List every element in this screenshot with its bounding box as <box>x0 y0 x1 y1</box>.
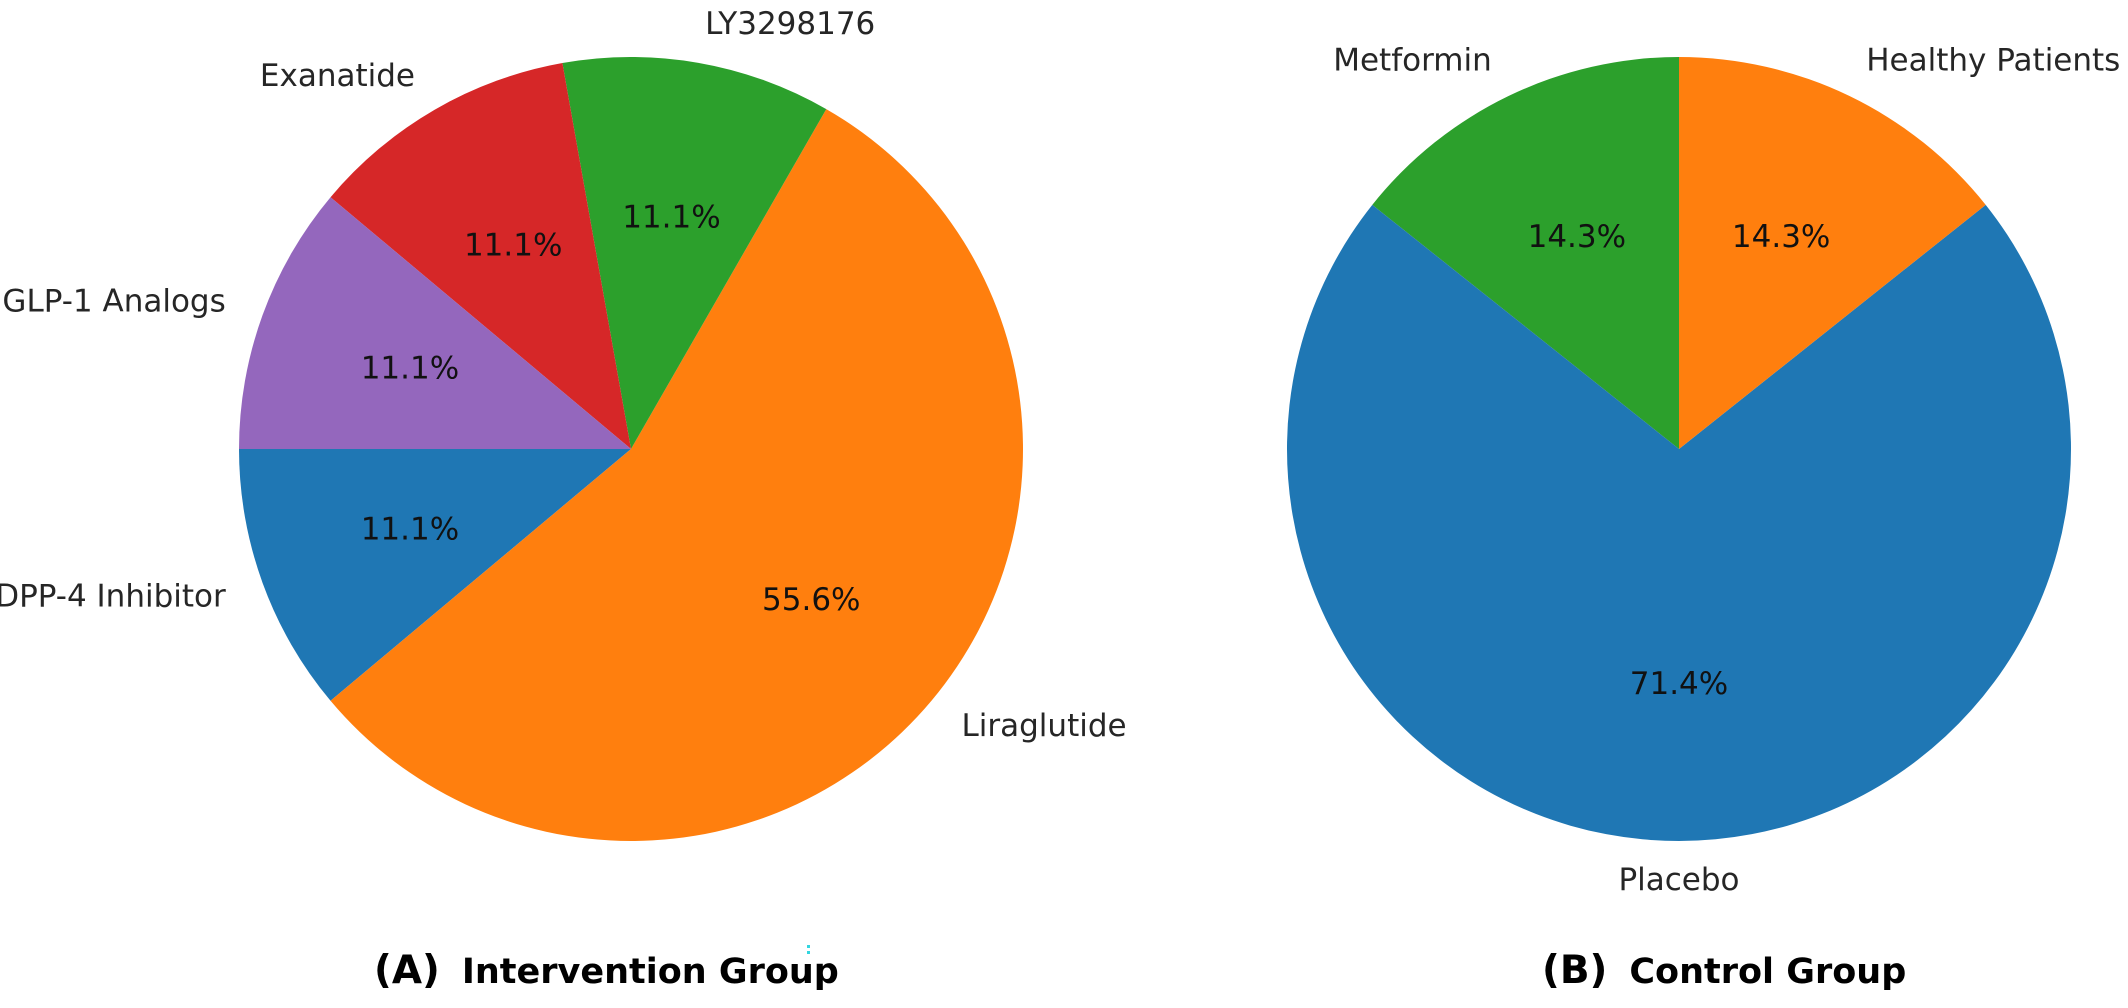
slice-label-liraglutide: Liraglutide <box>962 708 1127 744</box>
panel-letter-a: (A) <box>374 948 440 993</box>
slice-label-exanatide: Exanatide <box>260 58 415 94</box>
caption-intervention-group: (A) Intervention Group <box>374 948 839 993</box>
stray-mark <box>807 945 810 954</box>
pie-chart-control-group: 14.3% Metformin 71.4% Placebo 14.3% Healthy P… <box>1286 43 2120 898</box>
slice-label-dpp-4-inhibitor: DPP-4 Inhibitor <box>0 578 226 614</box>
slice-label-placebo: Placebo <box>1618 862 1739 898</box>
slice-label-ly3298176: LY3298176 <box>705 6 875 42</box>
pct-label-placebo: 71.4% <box>1630 666 1728 702</box>
chart-title-control-group: Control Group <box>1629 952 1907 992</box>
pie-slice-healthy-patients <box>1679 57 1986 449</box>
chart-title-intervention-group: Intervention Group <box>461 952 839 992</box>
pct-label-glp-1-analogs: 11.1% <box>361 351 459 387</box>
panel-letter-b: (B) <box>1542 948 1608 993</box>
pie-chart-intervention-group: 11.1% DPP-4 Inhibitor 55.6% Liraglutide 11.1… <box>0 6 1127 842</box>
pct-label-exanatide: 11.1% <box>464 227 562 263</box>
pie-slice-glp-1-analogs <box>239 197 631 449</box>
pct-label-liraglutide: 55.6% <box>762 582 860 618</box>
pie-slice-exanatide <box>330 63 631 449</box>
pct-label-dpp-4-inhibitor: 11.1% <box>361 511 459 547</box>
pct-label-ly3298176: 11.1% <box>622 199 720 235</box>
pct-label-metformin: 14.3% <box>1528 219 1626 255</box>
pie-slice-placebo <box>1286 204 2071 842</box>
caption-control-group: (B) Control Group <box>1542 948 1906 993</box>
pie-slice-liraglutide <box>330 109 1023 842</box>
pie-slice-dpp-4-inhibitor <box>239 449 631 701</box>
pct-label-healthy-patients: 14.3% <box>1732 219 1830 255</box>
slice-label-healthy-patients: Healthy Patients <box>1866 43 2120 79</box>
pie-slice-metformin <box>1372 57 1679 449</box>
pie-slice-ly3298176 <box>562 56 827 449</box>
slice-label-glp-1-analogs: GLP-1 Analogs <box>2 284 225 320</box>
slice-label-metformin: Metformin <box>1333 43 1492 79</box>
